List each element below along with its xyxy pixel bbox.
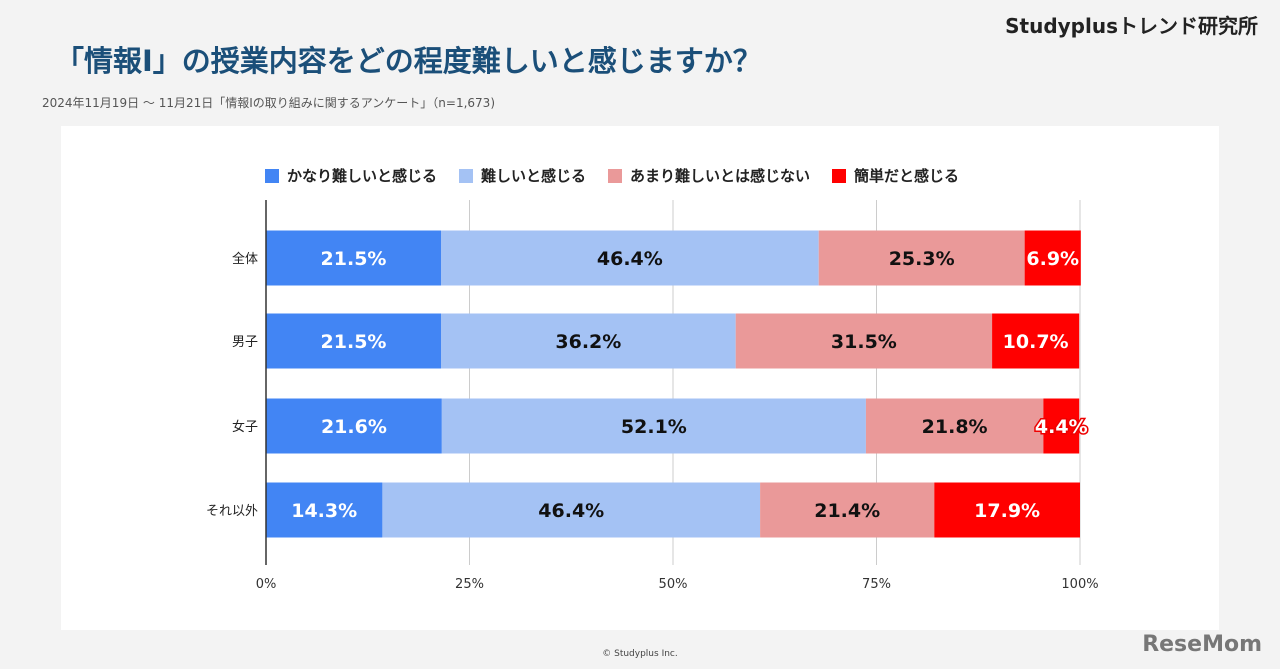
data-label: 17.9% [974,500,1040,522]
legend-swatch [265,169,279,183]
x-tick-label: 0% [256,577,277,592]
legend-label: あまり難しいとは感じない [630,167,811,185]
bar-segment [992,313,1080,369]
x-tick-label: 25% [455,577,484,592]
brand-logo: Studyplusトレンド研究所 [1005,14,1258,38]
data-label: 6.9% [1026,248,1079,270]
data-label: 21.6% [321,416,387,438]
data-label: 10.7% [1003,331,1069,353]
chart-card [61,126,1219,630]
data-label: 46.4% [538,500,604,522]
bar-segment [1043,398,1080,454]
bar-segment [441,398,866,454]
category-label: それ以外 [206,504,258,519]
legend-item: 簡単だと感じる [832,165,959,186]
x-tick-label: 100% [1061,577,1098,592]
bar-segment [818,230,1025,286]
legend-label: かなり難しいと感じる [287,167,438,185]
data-label: 36.2% [555,331,621,353]
bar-segment [266,230,442,286]
bar-segment [934,482,1080,538]
bar-segment [266,482,383,538]
category-label: 男子 [232,335,258,350]
bar-segment [1024,230,1081,286]
survey-subtitle: 2024年11月19日 ～ 11月21日「情報Ⅰの取り組みに関するアンケート」（… [42,96,496,110]
resemom-watermark: ReseMom [1142,632,1262,657]
category-label: 女子 [232,419,258,435]
data-label: 46.4% [597,248,663,270]
bar-segment [266,398,442,454]
bar-segment [266,313,442,369]
page-title: 「情報Ⅰ」の授業内容をどの程度難しいと感じますか？ [55,44,762,78]
data-label: 31.5% [831,331,897,353]
legend-label: 簡単だと感じる [854,167,960,185]
data-label: 14.3% [291,500,357,522]
legend-label: 難しいと感じる [481,167,587,185]
legend-swatch [832,169,847,183]
legend-item: かなり難しいと感じる [265,165,437,186]
legend-swatch [459,169,474,183]
legend-item: 難しいと感じる [459,165,586,186]
x-tick-label: 50% [659,577,688,592]
bar-segment [735,313,993,369]
data-label: 21.4% [814,500,880,522]
bar-segment [865,398,1044,454]
bar-segment [382,482,761,538]
data-label: 21.8% [922,416,988,438]
legend-item: あまり難しいとは感じない [608,165,810,186]
bar-segment [760,482,935,538]
copyright: © Studyplus Inc. [602,649,678,659]
category-label: 全体 [232,251,258,267]
legend-swatch [608,169,623,183]
bar-segment [441,230,819,286]
data-label: 25.3% [889,248,955,270]
x-tick-label: 75% [862,577,891,592]
data-label: 52.1% [621,416,687,438]
bar-segment [441,313,736,369]
data-label: 21.5% [321,331,387,353]
data-label: 4.4% [1035,416,1088,438]
legend: かなり難しいと感じる 難しいと感じる あまり難しいとは感じない 簡単だと感じる [265,165,959,186]
data-label: 21.5% [321,248,387,270]
